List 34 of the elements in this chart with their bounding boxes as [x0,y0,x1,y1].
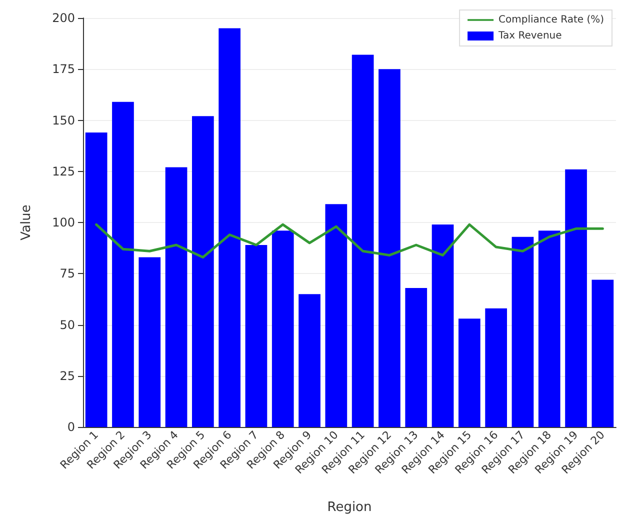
bar [85,132,108,427]
y-tick-label: 50 [60,318,75,332]
y-tick-label: 125 [52,164,75,178]
bar [378,69,400,427]
y-tick-label: 75 [60,266,75,281]
y-tick-label: 150 [52,113,75,128]
bar [485,308,507,427]
legend-label: Tax Revenue [498,30,562,42]
x-axis-title: Region [327,500,372,515]
y-tick-label: 175 [52,62,75,76]
y-tick-label: 200 [52,11,75,25]
y-axis-title: Value [19,204,34,240]
bar [458,318,480,427]
bar [565,169,587,427]
y-tick-label: 0 [67,420,75,434]
bar [112,102,134,427]
y-tick-label: 25 [60,368,75,383]
bar [538,230,560,427]
bar [352,54,374,427]
bar [192,116,214,427]
bar [165,167,188,427]
bar [405,288,428,427]
legend-label: Compliance Rate (%) [498,14,604,26]
line-series [95,223,604,259]
bar [218,28,240,427]
bar [325,204,348,427]
bar [138,257,161,427]
bar [272,230,294,427]
bar [298,294,320,427]
bar [245,244,268,427]
bar [592,280,614,427]
bar [512,236,534,427]
y-tick-label: 100 [52,216,75,230]
bar [432,224,454,427]
